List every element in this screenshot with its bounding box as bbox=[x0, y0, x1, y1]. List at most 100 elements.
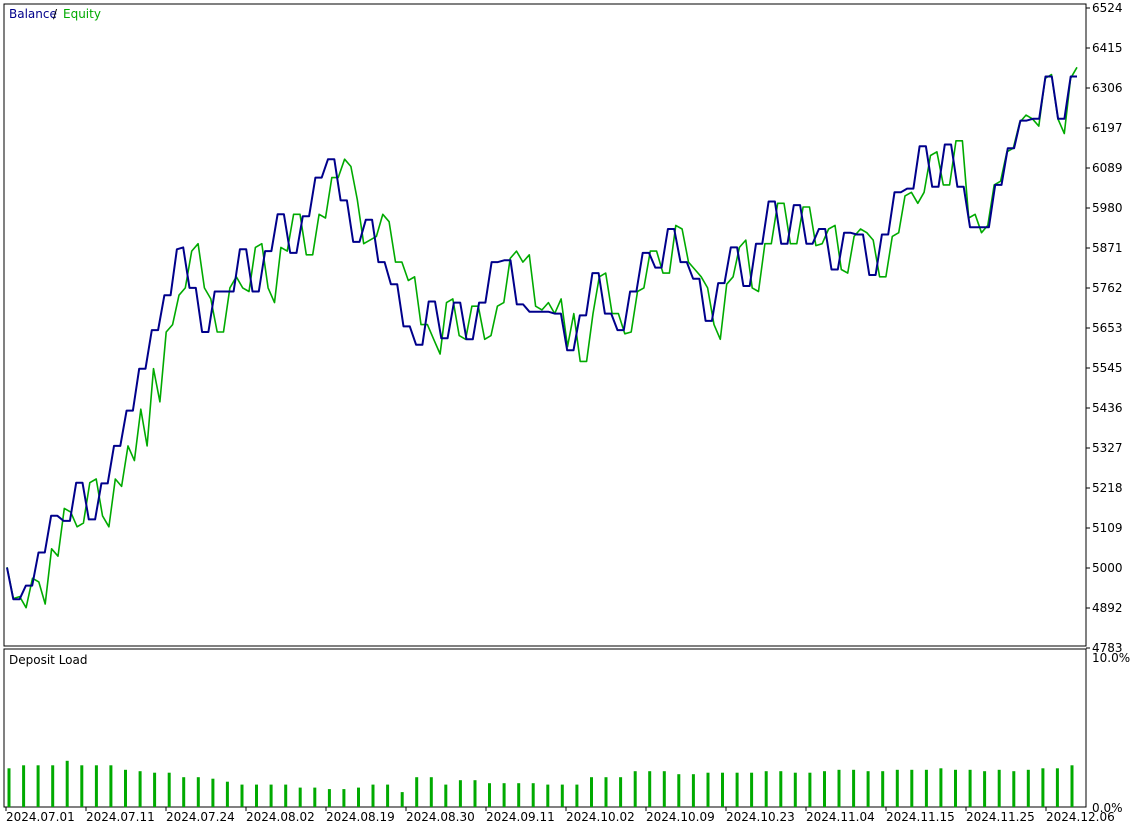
x-tick-label: 2024.12.06 bbox=[1046, 810, 1115, 824]
deposit-load-bar bbox=[619, 777, 623, 807]
deposit-load-bar bbox=[852, 769, 856, 808]
y-tick-label: 5327 bbox=[1092, 441, 1123, 455]
deposit-load-bar bbox=[327, 789, 331, 807]
deposit-load-bar bbox=[269, 784, 273, 807]
deposit-load-bar bbox=[444, 784, 448, 807]
deposit-load-bar bbox=[808, 772, 812, 807]
deposit-load-panel: Deposit Load 10.0% 0.0% bbox=[3, 648, 1130, 815]
deposit-load-bar bbox=[211, 778, 215, 807]
x-tick-label: 2024.11.04 bbox=[806, 810, 875, 824]
y-tick-label: 6089 bbox=[1092, 161, 1123, 175]
x-tick-label: 2024.11.15 bbox=[886, 810, 955, 824]
legend: Balance / Equity bbox=[9, 7, 101, 21]
deposit-load-bar bbox=[1041, 768, 1045, 807]
deposit-load-bar bbox=[560, 784, 564, 807]
x-tick-label: 2024.09.11 bbox=[486, 810, 555, 824]
deposit-load-bar bbox=[895, 769, 899, 808]
y-tick-label: 5762 bbox=[1092, 281, 1123, 295]
y-tick-label: 5545 bbox=[1092, 361, 1123, 375]
x-tick-label: 2024.08.02 bbox=[246, 810, 315, 824]
y-tick-label: 4783 bbox=[1092, 641, 1123, 655]
deposit-load-bar bbox=[429, 777, 433, 807]
deposit-load-bar bbox=[706, 772, 710, 807]
deposit-load-bar bbox=[633, 771, 637, 807]
deposit-load-bar bbox=[94, 765, 98, 807]
deposit-load-bar bbox=[488, 783, 491, 807]
deposit-load-bar bbox=[80, 765, 84, 807]
main-plot-frame bbox=[3, 3, 1087, 647]
deposit-load-bar bbox=[196, 777, 200, 807]
deposit-load-bar bbox=[677, 774, 681, 807]
x-tick-label: 2024.10.23 bbox=[726, 810, 795, 824]
sub-y-tick-label: 0.0% bbox=[1092, 801, 1123, 815]
deposit-load-bar bbox=[1055, 768, 1059, 807]
balance-equity-panel: 6524 6415 6306 6197 6089 5980 5871 5762 5653 5545… bbox=[3, 1, 1123, 655]
y-tick-label: 5218 bbox=[1092, 481, 1123, 495]
deposit-load-bar bbox=[400, 792, 404, 807]
x-tick-label: 2024.10.02 bbox=[566, 810, 635, 824]
series-line-equity bbox=[6, 66, 1078, 609]
deposit-load-bar bbox=[22, 765, 26, 807]
x-axis-ticks: 2024.07.01 2024.07.11 2024.07.24 2024.08.02… bbox=[5, 807, 1115, 824]
deposit-load-bar bbox=[823, 771, 826, 807]
sub-y-tick-label: 10.0% bbox=[1092, 651, 1130, 665]
deposit-load-bar bbox=[124, 769, 127, 808]
y-tick-label: 5871 bbox=[1092, 241, 1123, 255]
deposit-load-bar bbox=[517, 783, 521, 807]
deposit-load-bar bbox=[721, 772, 724, 807]
x-tick-label: 2024.08.19 bbox=[326, 810, 395, 824]
deposit-load-bar bbox=[153, 772, 157, 807]
x-tick-label: 2024.11.25 bbox=[966, 810, 1035, 824]
x-tick-label: 2024.07.24 bbox=[166, 810, 235, 824]
deposit-load-bar bbox=[691, 774, 695, 807]
deposit-load-bar bbox=[473, 780, 477, 807]
y-tick-label: 5109 bbox=[1092, 521, 1123, 535]
deposit-load-bar bbox=[910, 769, 914, 808]
deposit-load-bar bbox=[167, 772, 171, 807]
y-axis-ticks: 6524 6415 6306 6197 6089 5980 5871 5762 5653 5545… bbox=[1086, 1, 1123, 655]
deposit-load-bar bbox=[968, 769, 972, 808]
deposit-load-bar bbox=[531, 783, 535, 807]
x-tick-label: 2024.07.01 bbox=[6, 810, 75, 824]
deposit-load-bar bbox=[837, 769, 841, 808]
sub-plot-frame bbox=[3, 648, 1087, 808]
deposit-load-bar bbox=[590, 777, 593, 807]
deposit-load-bar bbox=[7, 768, 11, 807]
main-series-group bbox=[6, 66, 1078, 609]
deposit-load-bar bbox=[109, 765, 113, 807]
deposit-load-bar bbox=[735, 772, 739, 807]
deposit-load-bar bbox=[924, 769, 928, 808]
deposit-load-bar bbox=[240, 784, 244, 807]
y-tick-label: 5980 bbox=[1092, 201, 1123, 215]
deposit-load-bar bbox=[779, 771, 783, 807]
legend-separator: / bbox=[53, 7, 58, 21]
deposit-load-bar bbox=[182, 777, 186, 807]
legend-equity: Equity bbox=[63, 7, 101, 21]
legend-balance: Balance bbox=[9, 7, 57, 21]
x-tick-label: 2024.10.09 bbox=[646, 810, 715, 824]
deposit-load-bar bbox=[750, 772, 754, 807]
deposit-load-bar bbox=[415, 777, 419, 807]
deposit-load-bar bbox=[866, 771, 870, 807]
deposit-load-bar bbox=[36, 765, 40, 807]
x-tick-label: 2024.07.11 bbox=[86, 810, 155, 824]
deposit-load-bar bbox=[1026, 769, 1030, 808]
y-tick-label: 6524 bbox=[1092, 1, 1123, 15]
deposit-load-bar bbox=[764, 771, 768, 807]
deposit-load-bar bbox=[1012, 771, 1016, 807]
x-tick-label: 2024.08.30 bbox=[406, 810, 475, 824]
deposit-load-bar bbox=[997, 769, 1001, 808]
series-line-balance bbox=[6, 75, 1077, 601]
y-tick-label: 6415 bbox=[1092, 41, 1123, 55]
deposit-load-bar bbox=[51, 765, 55, 807]
deposit-load-bar bbox=[138, 771, 142, 807]
deposit-load-bar bbox=[793, 772, 797, 807]
deposit-load-bar bbox=[298, 787, 302, 807]
deposit-load-bar bbox=[1070, 765, 1074, 807]
y-tick-label: 5653 bbox=[1092, 321, 1123, 335]
y-tick-label: 5436 bbox=[1092, 401, 1123, 415]
y-tick-label: 6306 bbox=[1092, 81, 1123, 95]
deposit-load-bars bbox=[7, 760, 1074, 808]
deposit-load-bar bbox=[954, 769, 957, 808]
